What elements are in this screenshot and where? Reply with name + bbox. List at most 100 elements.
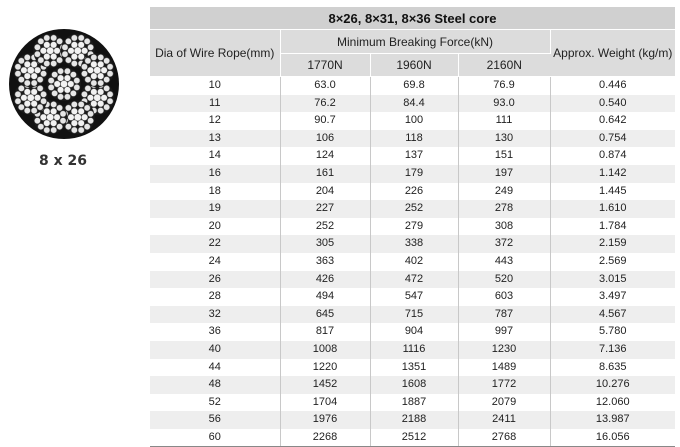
cell-force-2160: 308 [458,217,551,236]
cell-force-1960: 84.4 [370,94,459,113]
cell-force-1770: 363 [280,252,371,271]
cell-force-1960: 252 [370,200,459,218]
cell-dia: 18 [150,182,281,201]
cell-force-1770: 1976 [280,411,371,429]
cell-dia: 26 [150,270,281,289]
table-row: 12 90.7 100 111 0.642 [150,112,675,130]
cell-dia: 10 [150,76,281,95]
cell-force-2160: 603 [458,288,551,306]
col-header-dia: Dia of Wire Rope(mm) [150,29,281,77]
spec-table-container: 8×26, 8×31, 8×36 Steel core Dia of Wire … [150,7,676,447]
cell-weight: 0.874 [598,149,627,162]
cell-force-1770: 252 [280,217,371,236]
cell-dia: 14 [150,147,281,165]
cell-weight: 3.015 [550,270,676,289]
cell-weight: 0.446 [598,79,627,91]
cell-force-1960: 338 [370,235,459,253]
cell-dia: 19 [150,200,281,218]
cell-dia: 11 [150,94,281,113]
cell-dia: 24 [150,252,281,271]
cell-force-2160: 2768 [458,428,551,447]
cell-weight: 12.060 [595,395,630,408]
col-header-force-group: Minimum Breaking Force(kN) [280,29,551,54]
cell-force-1960: 1116 [370,340,459,359]
cell-force-2160: 787 [458,305,551,324]
cell-weight: 1.784 [598,219,627,232]
cell-dia: 44 [150,358,281,377]
cell-force-1960: 1351 [370,358,459,377]
cell-force-1960: 118 [370,129,459,148]
cell-dia: 60 [150,428,281,447]
cell-force-1770: 494 [280,288,371,306]
cell-dia: 28 [150,288,281,306]
table-row: 52 1704 1887 2079 12.060 [150,393,675,412]
cell-force-1960: 69.8 [370,76,459,95]
cell-force-2160: 249 [458,182,551,201]
cell-force-1770: 124 [280,147,371,165]
cell-force-1770: 161 [280,164,371,183]
cell-dia: 40 [150,340,281,359]
cell-dia: 22 [150,235,281,253]
cell-dia: 52 [150,393,281,412]
cell-force-1960: 1608 [370,376,459,394]
cell-force-2160: 111 [458,112,551,130]
cell-dia: 48 [150,376,281,394]
wire-rope-cross-section-image [9,29,119,139]
cell-dia: 13 [150,129,281,148]
cell-force-1960: 904 [370,323,459,341]
cell-force-2160: 2411 [458,411,551,429]
table-row: 40 1008 1116 1230 7.136 [150,340,676,359]
cell-force-2160: 520 [458,270,551,289]
col-header-grade-1960: 1960N [370,53,459,77]
col-header-grade-2160: 2160N [458,53,550,77]
cell-weight: 0.754 [550,129,676,148]
cell-weight: 1.445 [598,184,627,197]
cell-force-2160: 2079 [458,393,551,412]
left-panel: 8 x 26 [0,0,150,445]
cell-force-1770: 76.2 [280,94,371,113]
cell-force-1770: 817 [280,323,371,341]
cell-force-1770: 63.0 [280,76,371,95]
table-row: 26 426 472 520 3.015 [150,270,676,289]
cell-force-2160: 76.9 [458,76,551,95]
table-body: 10 63.0 69.8 76.9 0.446 11 76.2 84.4 93.0 0.540 12… [150,76,676,447]
cell-force-1960: 279 [370,217,459,236]
cell-force-1770: 305 [280,235,371,253]
cell-force-2160: 278 [458,200,551,218]
cell-dia: 16 [150,164,281,183]
table-row: 11 76.2 84.4 93.0 0.540 [150,94,676,113]
cell-weight: 5.780 [598,325,627,338]
cell-force-1960: 715 [370,305,459,324]
steel-core-spec-table: 8×26, 8×31, 8×36 Steel core Dia of Wire … [150,7,676,447]
cell-weight: 2.159 [550,235,676,253]
cell-force-1770: 106 [280,129,371,148]
table-row: 22 305 338 372 2.159 [150,235,676,253]
cell-dia: 36 [150,323,281,341]
table-row: 10 63.0 69.8 76.9 0.446 [150,76,675,95]
col-header-grade-1770: 1770N [280,53,371,77]
cell-force-1770: 1704 [280,393,371,412]
table-row: 28 494 547 603 3.497 [150,288,675,306]
cell-weight: 3.497 [598,290,627,303]
cell-force-1770: 645 [280,305,371,324]
cell-force-2160: 1489 [458,358,551,377]
cell-force-1960: 137 [370,147,459,165]
cell-force-1960: 226 [370,182,459,201]
cell-force-1770: 227 [280,200,371,218]
table-row: 18 204 226 249 1.445 [150,182,675,201]
table-row: 13 106 118 130 0.754 [150,129,676,148]
cell-weight: 13.987 [550,411,676,429]
table-row: 16 161 179 197 1.142 [150,164,676,183]
cell-force-1960: 2188 [370,411,459,429]
cell-force-2160: 93.0 [458,94,551,113]
cell-force-1960: 179 [370,164,459,183]
cell-force-1960: 472 [370,270,459,289]
cell-weight: 10.276 [550,376,676,394]
table-row: 14 124 137 151 0.874 [150,147,675,165]
cell-weight: 1.142 [550,164,676,183]
cell-force-2160: 151 [458,147,551,165]
cell-force-1770: 1452 [280,376,371,394]
cell-force-1770: 426 [280,270,371,289]
cell-force-2160: 197 [458,164,551,183]
cell-force-1770: 2268 [280,428,371,447]
